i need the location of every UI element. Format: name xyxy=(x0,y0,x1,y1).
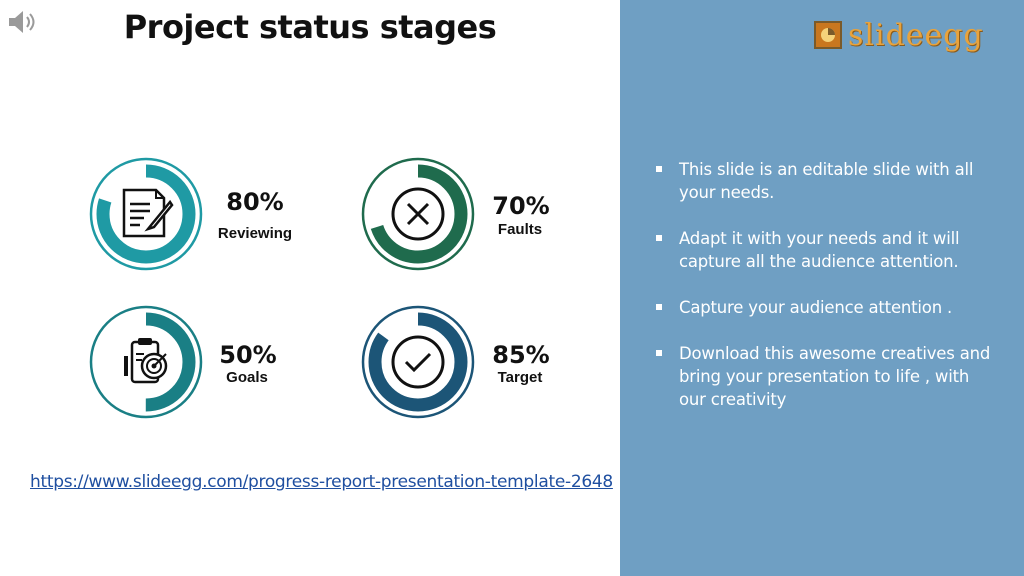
bullet-item: Download this awesome creatives and brin… xyxy=(655,342,1000,411)
bullet-item: Capture your audience attention . xyxy=(655,296,1000,319)
bullet-text: Capture your audience attention . xyxy=(679,298,953,317)
bullet-list: This slide is an editable slide with all… xyxy=(655,158,1000,434)
bullet-marker xyxy=(656,235,662,241)
target-clipboard-icon xyxy=(124,338,168,384)
faults-percent: 70% xyxy=(492,192,550,220)
goals-percent: 50% xyxy=(219,341,277,369)
bullet-marker xyxy=(656,350,662,356)
target-percent: 85% xyxy=(492,341,550,369)
faults-label: Faults xyxy=(497,221,543,238)
bullet-marker xyxy=(656,304,662,310)
template-link[interactable]: https://www.slideegg.com/progress-report… xyxy=(30,472,613,492)
slideegg-logo: slideegg xyxy=(814,16,984,54)
goals-progress-ring xyxy=(89,305,203,419)
document-edit-icon xyxy=(122,188,174,238)
goals-label: Goals xyxy=(226,369,268,386)
target-progress-ring xyxy=(361,305,475,419)
content-area: Project status stages 80% Reviewing 70% … xyxy=(6,8,614,492)
logo-text: slideegg xyxy=(848,17,984,53)
x-circle-icon xyxy=(391,187,445,241)
faults-progress-ring xyxy=(361,157,475,271)
reviewing-percent: 80% xyxy=(226,188,284,216)
checkmark-circle-icon xyxy=(391,335,445,389)
reviewing-progress-ring xyxy=(89,157,203,271)
bullet-item: Adapt it with your needs and it will cap… xyxy=(655,227,1000,273)
target-label: Target xyxy=(497,369,543,386)
reviewing-label: Reviewing xyxy=(217,225,293,242)
info-panel xyxy=(620,0,1024,576)
speaker-icon[interactable] xyxy=(6,8,38,36)
bullet-item: This slide is an editable slide with all… xyxy=(655,158,1000,204)
bullet-text: Download this awesome creatives and brin… xyxy=(679,344,991,409)
egg-chart-icon xyxy=(814,21,842,49)
slide-title: Project status stages xyxy=(123,8,497,46)
bullet-marker xyxy=(656,166,662,172)
bullet-text: This slide is an editable slide with all… xyxy=(679,160,974,202)
bullet-text: Adapt it with your needs and it will cap… xyxy=(679,229,960,271)
